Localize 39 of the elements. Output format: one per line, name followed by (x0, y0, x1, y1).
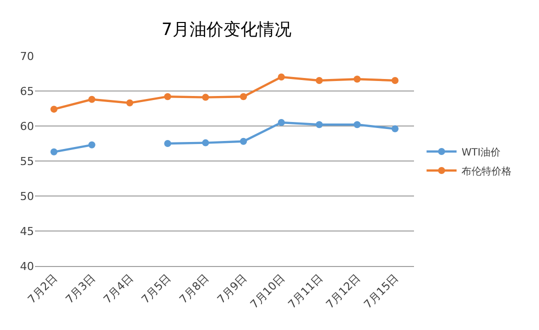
point (88, 96, 96, 103)
x-tick-label: 7月3日 (63, 272, 98, 306)
x-tick-label: 7月4日 (101, 272, 136, 306)
point (240, 93, 247, 100)
point (392, 77, 399, 84)
y-tick-label: 55 (20, 154, 34, 168)
point (392, 125, 399, 132)
point (164, 140, 172, 147)
point (88, 141, 96, 148)
y-tick-label: 45 (20, 224, 34, 238)
y-tick-label: 60 (20, 120, 34, 133)
point (164, 93, 172, 100)
x-tick-label: 7月10日 (248, 272, 288, 312)
point (202, 139, 210, 146)
point (316, 77, 323, 84)
x-tick-label: 7月12日 (324, 272, 364, 312)
y-tick-label: 65 (20, 84, 34, 98)
y-tick-label: 40 (20, 260, 34, 273)
y-tick-label: 50 (20, 190, 34, 203)
point (240, 138, 247, 145)
x-tick-label: 7月11日 (286, 272, 326, 312)
x-tick-label: 7月2日 (25, 272, 60, 306)
point (50, 148, 58, 156)
x-tick-label: 7月9日 (214, 272, 250, 306)
point (278, 74, 285, 80)
x-tick-label: 7月5日 (139, 272, 174, 306)
legend-label: WTI油价 (462, 146, 501, 158)
point (50, 106, 58, 113)
chart-title: 7月油价变化情况 (161, 20, 292, 40)
point (126, 99, 134, 106)
legend-label: 布伦特价格 (462, 165, 512, 178)
y-tick-label: 70 (20, 50, 34, 63)
point (202, 94, 210, 101)
x-tick-label: 7月15日 (361, 272, 402, 312)
point (278, 119, 285, 126)
point (354, 121, 361, 128)
point (354, 76, 361, 83)
x-tick-label: 7月8日 (176, 272, 212, 306)
point (316, 121, 323, 128)
